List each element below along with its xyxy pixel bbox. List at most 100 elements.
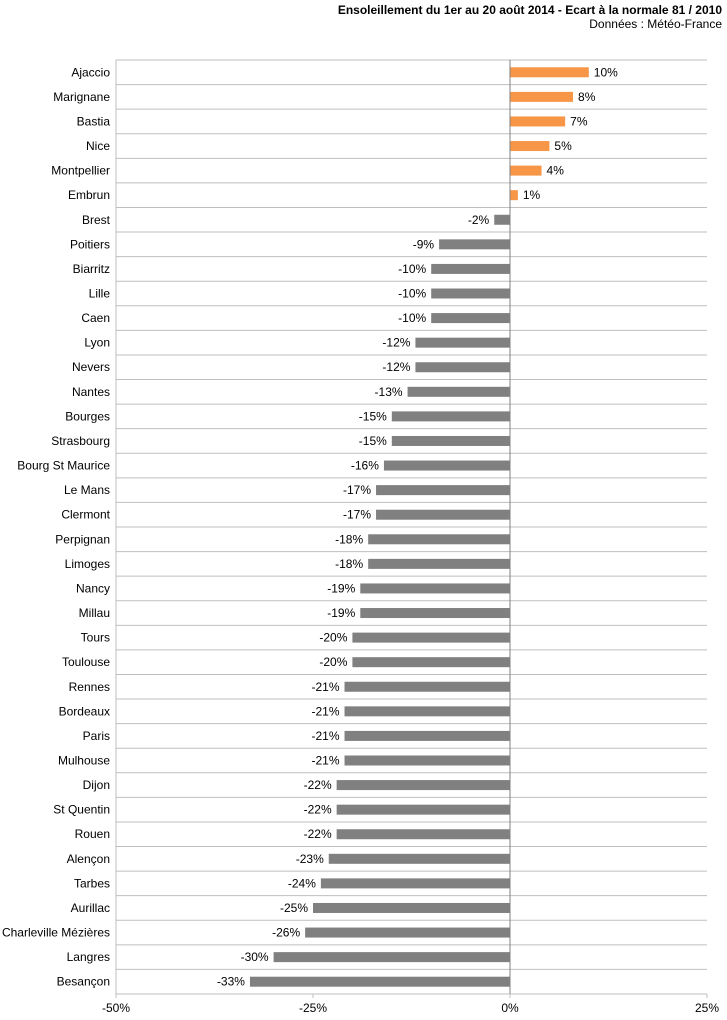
category-label: Millau [79,606,110,620]
data-label: -12% [382,360,410,374]
bar [510,116,566,127]
category-label: Limoges [65,557,110,571]
bar [313,902,510,913]
data-label: -10% [398,287,426,301]
bar [431,263,510,274]
category-label: Tours [81,631,110,645]
data-label: 1% [523,188,541,202]
data-label: -18% [335,532,363,546]
bar [368,558,510,569]
bar [336,780,510,791]
data-label: -15% [359,434,387,448]
bar [336,804,510,815]
bar [352,657,510,668]
data-label: -33% [217,975,245,989]
category-label: Toulouse [62,655,110,669]
category-label: Brest [82,213,111,227]
data-label: 7% [570,114,588,128]
data-label: -21% [312,754,340,768]
category-label: Bordeaux [59,704,110,718]
data-label: -15% [359,409,387,423]
category-label: Bourg St Maurice [17,459,110,473]
data-label: -10% [398,311,426,325]
bar [391,411,510,422]
data-label: -9% [413,237,435,251]
bar [376,485,510,496]
bar [368,534,510,545]
bar [510,91,574,102]
category-label: Rouen [75,827,110,841]
data-label: -19% [327,606,355,620]
bar [510,67,589,78]
chart-title-block: Ensoleillement du 1er au 20 août 2014 - … [338,3,722,31]
bar [376,509,510,520]
data-label: -24% [288,876,316,890]
category-label: Lille [89,287,111,301]
category-label: Poitiers [70,237,110,251]
bar [352,632,510,643]
category-label: Ajaccio [71,65,110,79]
bar [320,878,510,889]
data-label: 4% [547,164,565,178]
category-label: Biarritz [73,262,110,276]
bar [407,386,510,397]
bar [391,435,510,446]
category-label: Clermont [61,508,110,522]
category-label: Lyon [84,336,110,350]
category-label: Embrun [68,188,110,202]
chart-title: Ensoleillement du 1er au 20 août 2014 - … [337,3,722,17]
data-label: -21% [312,704,340,718]
bar [344,681,510,692]
data-label: -23% [296,852,324,866]
bar [360,608,510,619]
data-label: -13% [375,385,403,399]
data-label: -22% [304,778,332,792]
data-label: -10% [398,262,426,276]
x-tick-label: -25% [299,1001,327,1015]
data-label: -21% [312,729,340,743]
data-label: -22% [304,803,332,817]
data-label: -12% [382,336,410,350]
category-label: Caen [81,311,110,325]
data-label: -18% [335,557,363,571]
category-label: Besançon [57,975,110,989]
bar [415,362,510,373]
data-label: -20% [319,655,347,669]
bar [273,952,510,963]
category-label: Charleville Mézières [2,926,110,940]
data-label: -17% [343,483,371,497]
x-tick-label: 25% [695,1001,719,1015]
bar [360,583,510,594]
data-label: -21% [312,680,340,694]
bar [305,927,510,938]
bar [249,976,510,987]
data-label: 8% [578,90,596,104]
category-label: Montpellier [51,164,110,178]
data-label: -25% [280,901,308,915]
bar [510,165,542,176]
category-label: Alençon [67,852,110,866]
category-label: Rennes [69,680,110,694]
bar [510,141,550,152]
category-label: Nancy [76,581,110,595]
x-tick-label: -50% [102,1001,130,1015]
bar [415,337,510,348]
bar [336,829,510,840]
category-label: Mulhouse [58,754,110,768]
bar [431,313,510,324]
category-label: Marignane [53,90,110,104]
category-label: Paris [83,729,110,743]
category-label: Nice [86,139,110,153]
data-label: -16% [351,459,379,473]
data-label: -17% [343,508,371,522]
category-label: Nevers [72,360,110,374]
bar [383,460,510,471]
category-label: Perpignan [55,532,110,546]
chart-source: Données : Météo-France [589,17,722,31]
category-label: Bastia [77,114,111,128]
bar [344,706,510,717]
category-label: Langres [67,950,110,964]
bar [439,239,510,250]
data-label: 5% [554,139,572,153]
